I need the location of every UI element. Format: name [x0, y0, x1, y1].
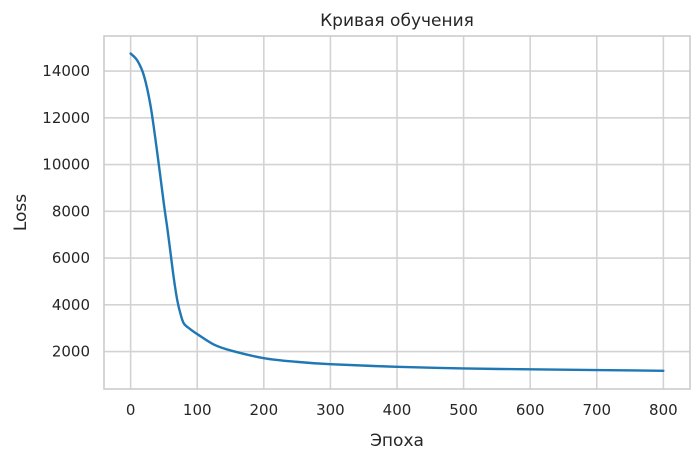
y-tick-label: 4000 [52, 296, 90, 314]
y-gridlines [104, 70, 690, 353]
x-tick-label: 500 [449, 401, 478, 419]
y-tick-label: 12000 [42, 109, 90, 127]
y-tick-label: 8000 [52, 202, 90, 220]
chart-title: Кривая обучения [320, 11, 474, 31]
x-tick-label: 400 [383, 401, 412, 419]
series-layer [129, 52, 665, 372]
loss-series-line [129, 52, 665, 372]
y-tick-label: 14000 [42, 62, 90, 80]
plot-frame [103, 35, 691, 390]
x-tick-labels: 0 100 200 300 400 500 600 700 800 [126, 401, 678, 419]
x-tick-label: 300 [316, 401, 345, 419]
x-tick-label: 600 [516, 401, 545, 419]
x-gridlines [129, 36, 665, 389]
x-tick-label: 0 [126, 401, 136, 419]
x-tick-label: 100 [183, 401, 212, 419]
x-axis-label: Эпоха [370, 431, 424, 451]
x-tick-label: 700 [582, 401, 611, 419]
y-tick-label: 6000 [52, 249, 90, 267]
x-tick-label: 800 [649, 401, 678, 419]
y-tick-labels: 2000 4000 6000 8000 10000 12000 14000 [42, 62, 90, 361]
y-tick-label: 2000 [52, 343, 90, 361]
x-tick-label: 200 [249, 401, 278, 419]
y-tick-label: 10000 [42, 156, 90, 174]
y-axis-label: Loss [11, 194, 31, 231]
